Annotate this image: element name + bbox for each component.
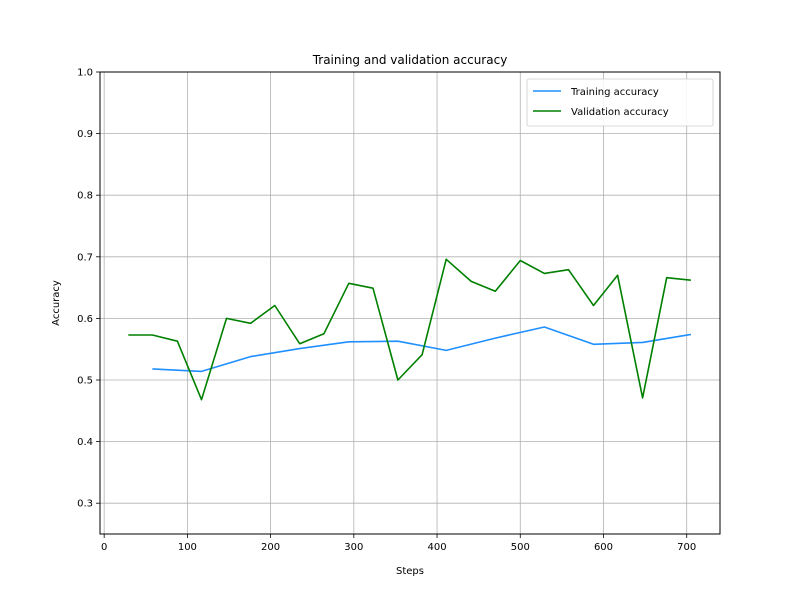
y-tick-label: 0.7	[77, 252, 93, 263]
grid-lines	[100, 71, 720, 534]
series-line-validation	[128, 258, 691, 401]
x-tick-label: 0	[101, 542, 107, 553]
y-axis-ticks: 0.3 0.4 0.5 0.6 0.7 0.8 0.9 1.0	[77, 68, 100, 510]
y-axis-label: Accuracy	[51, 280, 62, 326]
x-tick-label: 400	[428, 542, 447, 553]
chart-title: Training and validation accuracy	[312, 53, 508, 67]
x-tick-label: 500	[511, 542, 530, 553]
legend-label: Training accuracy	[570, 87, 659, 98]
x-tick-label: 600	[594, 542, 613, 553]
x-axis-label: Steps	[396, 566, 424, 577]
plot-frame	[99, 71, 721, 535]
legend-box	[526, 78, 714, 127]
x-tick-label: 100	[178, 542, 197, 553]
legend: Training accuracy Validation accuracy	[526, 78, 714, 127]
x-axis-ticks: 0 100 200 300 400 500 600 700	[101, 534, 696, 553]
y-tick-label: 0.5	[77, 376, 93, 387]
x-tick-label: 300	[344, 542, 363, 553]
series-line-training	[152, 326, 692, 373]
y-tick-label: 0.8	[77, 191, 93, 202]
y-tick-label: 0.3	[77, 499, 93, 510]
series-layer	[128, 258, 692, 401]
legend-label: Validation accuracy	[571, 107, 669, 118]
y-tick-label: 0.6	[77, 314, 93, 325]
x-tick-label: 700	[677, 542, 696, 553]
y-tick-label: 1.0	[77, 68, 93, 79]
x-tick-label: 200	[261, 542, 280, 553]
y-tick-label: 0.4	[77, 437, 93, 448]
y-tick-label: 0.9	[77, 129, 93, 140]
